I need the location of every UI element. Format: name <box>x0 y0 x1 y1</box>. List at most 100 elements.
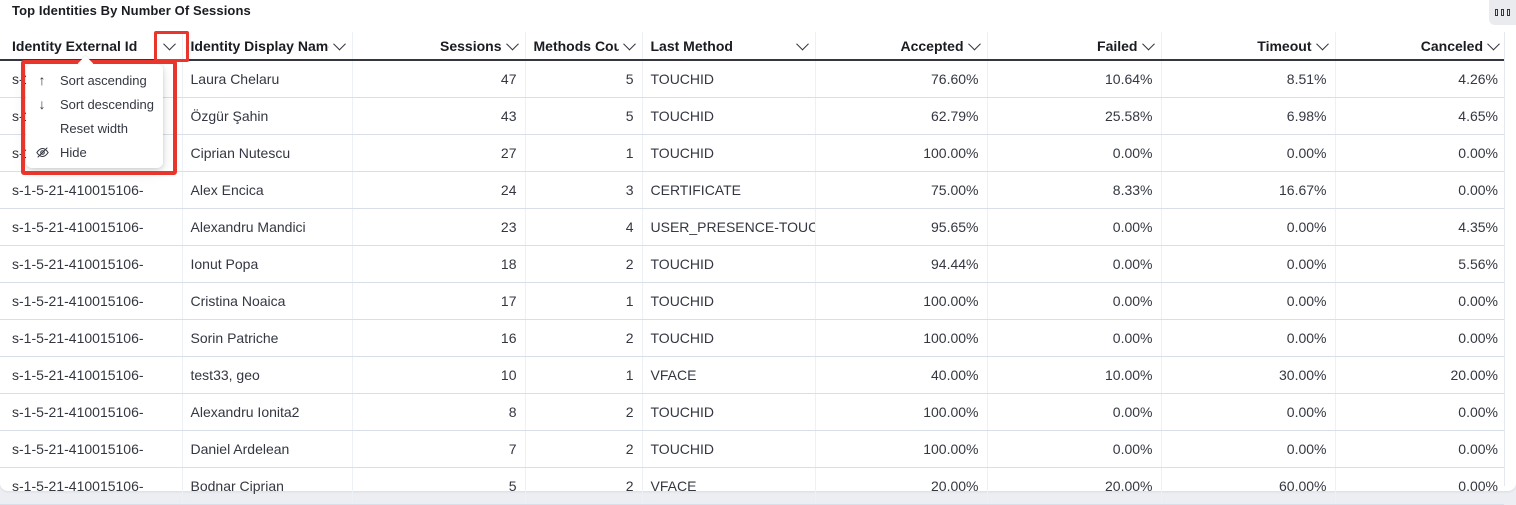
cell-identity-display-name[interactable]: Alex Encica <box>182 171 353 209</box>
cell-failed[interactable]: 25.58% <box>987 97 1162 135</box>
cell-accepted[interactable]: 76.60% <box>815 60 988 98</box>
cell-canceled[interactable]: 4.26% <box>1335 60 1504 98</box>
cell-last-method[interactable]: TOUCHID <box>642 60 816 98</box>
cell-methods-count[interactable]: 5 <box>525 97 643 135</box>
cell-timeout[interactable]: 0.00% <box>1161 282 1336 320</box>
cell-failed[interactable]: 0.00% <box>987 245 1162 283</box>
chevron-down-icon[interactable] <box>795 37 809 51</box>
cell-identity-display-name[interactable]: Daniel Ardelean <box>182 430 353 468</box>
cell-accepted[interactable]: 95.65% <box>815 208 988 246</box>
cell-methods-count[interactable]: 5 <box>525 60 643 98</box>
cell-methods-count[interactable]: 2 <box>525 393 643 431</box>
cell-last-method[interactable]: TOUCHID <box>642 282 816 320</box>
cell-methods-count[interactable]: 2 <box>525 245 643 283</box>
cell-sessions[interactable]: 47 <box>352 60 526 98</box>
cell-failed[interactable]: 10.64% <box>987 60 1162 98</box>
chevron-down-icon[interactable] <box>505 37 519 51</box>
cell-sessions[interactable]: 27 <box>352 134 526 172</box>
cell-canceled[interactable]: 0.00% <box>1335 282 1504 320</box>
cell-methods-count[interactable]: 2 <box>525 319 643 357</box>
chevron-down-icon[interactable] <box>162 37 176 51</box>
column-header-sessions[interactable]: Sessions <box>352 32 526 61</box>
cell-accepted[interactable]: 100.00% <box>815 319 988 357</box>
cell-sessions[interactable]: 8 <box>352 393 526 431</box>
cell-timeout[interactable]: 60.00% <box>1161 467 1336 505</box>
menu-item-reset-width[interactable]: Reset width <box>26 116 163 140</box>
cell-timeout[interactable]: 0.00% <box>1161 430 1336 468</box>
panel-options-button[interactable] <box>1489 0 1516 25</box>
chevron-down-icon[interactable] <box>1141 37 1155 51</box>
cell-identity-external-id[interactable]: s-1-5-21-410015106- <box>0 356 183 394</box>
cell-timeout[interactable]: 0.00% <box>1161 393 1336 431</box>
cell-sessions[interactable]: 23 <box>352 208 526 246</box>
cell-canceled[interactable]: 0.00% <box>1335 319 1504 357</box>
cell-canceled[interactable]: 5.56% <box>1335 245 1504 283</box>
cell-identity-display-name[interactable]: Laura Chelaru <box>182 60 353 98</box>
cell-last-method[interactable]: VFACE <box>642 356 816 394</box>
cell-timeout[interactable]: 0.00% <box>1161 134 1336 172</box>
cell-timeout[interactable]: 16.67% <box>1161 171 1336 209</box>
cell-accepted[interactable]: 100.00% <box>815 393 988 431</box>
cell-failed[interactable]: 20.00% <box>987 467 1162 505</box>
cell-last-method[interactable]: VFACE <box>642 467 816 505</box>
cell-identity-external-id[interactable]: s-1-5-21-410015106- <box>0 319 183 357</box>
chevron-down-icon[interactable] <box>332 37 346 51</box>
cell-methods-count[interactable]: 2 <box>525 467 643 505</box>
cell-accepted[interactable]: 100.00% <box>815 282 988 320</box>
column-header-failed[interactable]: Failed <box>987 32 1162 61</box>
menu-item-sort-descending[interactable]: ↓ Sort descending <box>26 92 163 116</box>
vertical-scrollbar-track[interactable] <box>1504 32 1516 486</box>
cell-last-method[interactable]: TOUCHID <box>642 97 816 135</box>
cell-canceled[interactable]: 0.00% <box>1335 467 1504 505</box>
cell-timeout[interactable]: 0.00% <box>1161 245 1336 283</box>
cell-failed[interactable]: 0.00% <box>987 430 1162 468</box>
cell-timeout[interactable]: 0.00% <box>1161 208 1336 246</box>
cell-methods-count[interactable]: 1 <box>525 282 643 320</box>
cell-last-method[interactable]: USER_PRESENCE-TOUC <box>642 208 816 246</box>
cell-methods-count[interactable]: 4 <box>525 208 643 246</box>
cell-last-method[interactable]: CERTIFICATE <box>642 171 816 209</box>
cell-identity-display-name[interactable]: Alexandru Ionita2 <box>182 393 353 431</box>
column-header-identity-external-id[interactable]: Identity External Id <box>0 32 183 61</box>
menu-item-sort-ascending[interactable]: ↑ Sort ascending <box>26 68 163 92</box>
cell-identity-external-id[interactable]: s-1-5-21-410015106- <box>0 430 183 468</box>
cell-canceled[interactable]: 0.00% <box>1335 430 1504 468</box>
cell-failed[interactable]: 0.00% <box>987 319 1162 357</box>
cell-canceled[interactable]: 4.35% <box>1335 208 1504 246</box>
cell-failed[interactable]: 10.00% <box>987 356 1162 394</box>
cell-timeout[interactable]: 30.00% <box>1161 356 1336 394</box>
cell-identity-display-name[interactable]: Ionut Popa <box>182 245 353 283</box>
cell-identity-display-name[interactable]: Cristina Noaica <box>182 282 353 320</box>
cell-identity-display-name[interactable]: Sorin Patriche <box>182 319 353 357</box>
column-header-identity-display-name[interactable]: Identity Display Name <box>182 32 353 61</box>
cell-canceled[interactable]: 0.00% <box>1335 171 1504 209</box>
cell-sessions[interactable]: 7 <box>352 430 526 468</box>
column-header-methods-count[interactable]: Methods Count <box>525 32 643 61</box>
chevron-down-icon[interactable] <box>622 37 636 51</box>
cell-last-method[interactable]: TOUCHID <box>642 393 816 431</box>
cell-sessions[interactable]: 24 <box>352 171 526 209</box>
cell-failed[interactable]: 0.00% <box>987 208 1162 246</box>
cell-identity-external-id[interactable]: s-1-5-21-410015106- <box>0 467 183 505</box>
column-header-canceled[interactable]: Canceled <box>1335 32 1504 61</box>
column-header-accepted[interactable]: Accepted <box>815 32 988 61</box>
cell-sessions[interactable]: 5 <box>352 467 526 505</box>
cell-identity-external-id[interactable]: s-1-5-21-410015106- <box>0 171 183 209</box>
cell-accepted[interactable]: 20.00% <box>815 467 988 505</box>
cell-last-method[interactable]: TOUCHID <box>642 134 816 172</box>
cell-identity-display-name[interactable]: Bodnar Ciprian <box>182 467 353 505</box>
chevron-down-icon[interactable] <box>967 37 981 51</box>
cell-identity-external-id[interactable]: s-1-5-21-410015106- <box>0 282 183 320</box>
cell-sessions[interactable]: 16 <box>352 319 526 357</box>
cell-identity-external-id[interactable]: s-1-5-21-410015106- <box>0 393 183 431</box>
cell-canceled[interactable]: 4.65% <box>1335 97 1504 135</box>
cell-canceled[interactable]: 20.00% <box>1335 356 1504 394</box>
cell-identity-display-name[interactable]: Özgür Şahin <box>182 97 353 135</box>
cell-identity-external-id[interactable]: s-1-5-21-410015106- <box>0 245 183 283</box>
cell-canceled[interactable]: 0.00% <box>1335 134 1504 172</box>
cell-canceled[interactable]: 0.00% <box>1335 393 1504 431</box>
cell-methods-count[interactable]: 1 <box>525 356 643 394</box>
cell-last-method[interactable]: TOUCHID <box>642 319 816 357</box>
cell-failed[interactable]: 0.00% <box>987 393 1162 431</box>
cell-timeout[interactable]: 6.98% <box>1161 97 1336 135</box>
